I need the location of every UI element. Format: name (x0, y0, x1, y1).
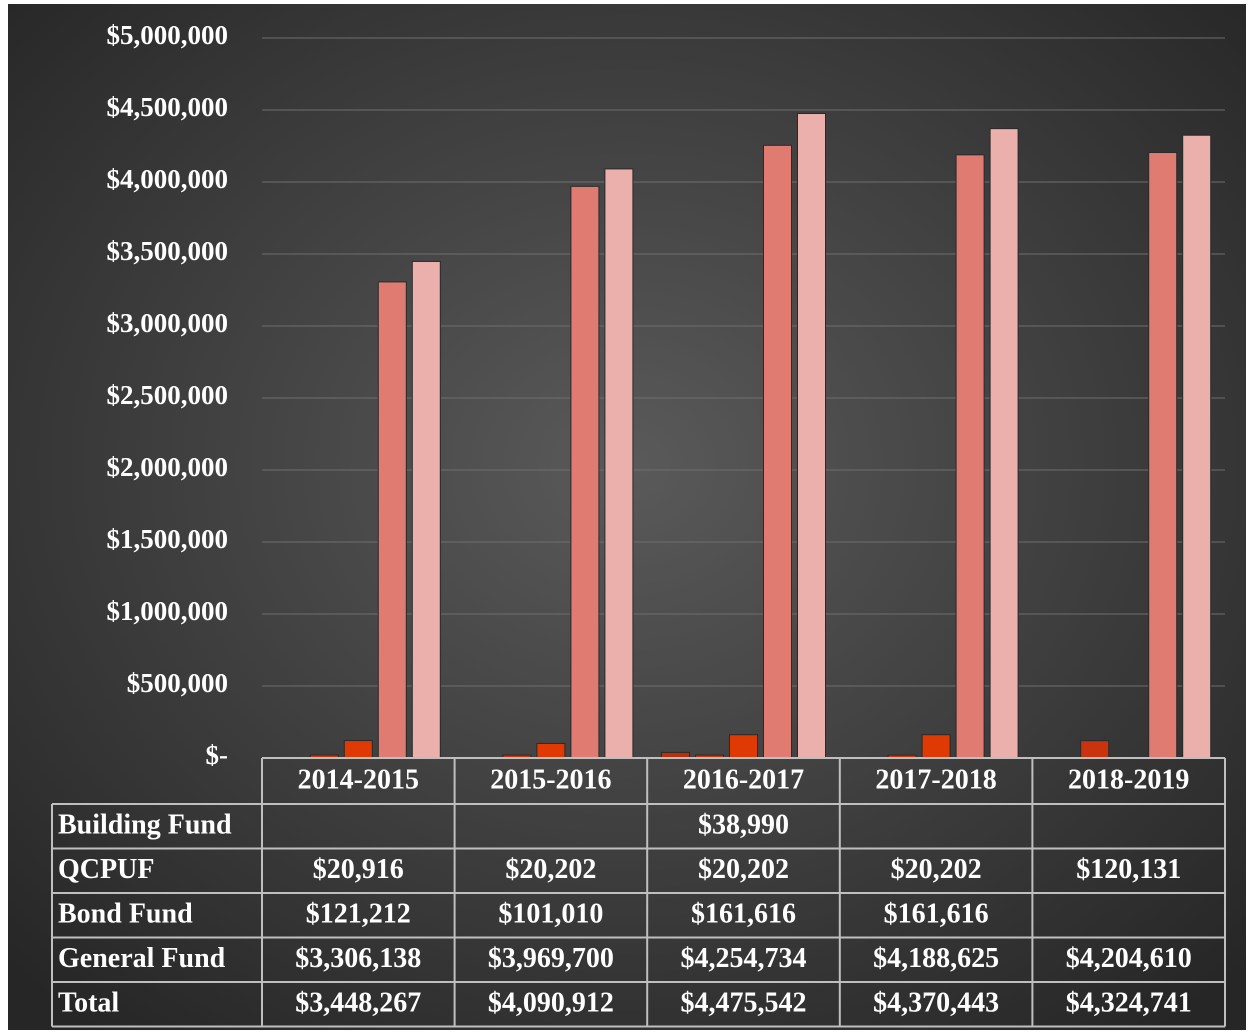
y-tick-label: $- (206, 740, 229, 770)
table-value: $101,010 (498, 899, 603, 930)
table-value: $120,131 (1076, 854, 1181, 885)
table-value: $20,202 (698, 854, 789, 885)
bar (1148, 152, 1178, 759)
y-tick-label: $3,000,000 (107, 308, 229, 338)
bar (921, 734, 951, 759)
table-value: $4,475,542 (681, 988, 807, 1019)
table-value: $3,306,138 (295, 943, 421, 974)
bar (377, 281, 407, 759)
y-tick-label: $3,500,000 (107, 236, 229, 266)
x-tick-label: 2016-2017 (683, 764, 804, 795)
y-tick-label: $2,000,000 (107, 452, 229, 482)
x-tick-label: 2018-2019 (1068, 764, 1189, 795)
y-tick-label: $1,000,000 (107, 596, 229, 626)
legend-label: General Fund (58, 943, 226, 974)
table-value: $161,616 (691, 899, 796, 930)
bar (604, 168, 634, 759)
bar (797, 113, 826, 759)
bar (1182, 134, 1212, 759)
bar (570, 185, 600, 759)
table-value: $4,254,734 (681, 943, 807, 974)
y-tick-label: $4,000,000 (107, 164, 229, 194)
legend-label: Bond Fund (58, 899, 193, 930)
table-value: $20,202 (891, 854, 982, 885)
x-tick-label: 2014-2015 (298, 764, 419, 795)
legend-label: Total (58, 988, 119, 1019)
table-value: $20,202 (505, 854, 596, 885)
legend-label: Building Fund (58, 810, 232, 841)
table-value: $4,370,443 (873, 988, 999, 1019)
table-value: $4,204,610 (1066, 943, 1192, 974)
bar (536, 742, 566, 759)
table-value: $121,212 (306, 899, 411, 930)
y-tick-label: $5,000,000 (107, 20, 229, 50)
table-value: $161,616 (884, 899, 989, 930)
x-tick-label: 2017-2018 (875, 764, 996, 795)
bar (763, 144, 792, 759)
y-tick-label: $4,500,000 (107, 92, 229, 122)
table-value: $20,916 (313, 854, 404, 885)
y-tick-label: $2,500,000 (107, 380, 229, 410)
table-value: $4,090,912 (488, 988, 614, 1019)
bar (955, 154, 985, 759)
table-value: $38,990 (698, 810, 789, 841)
table-value: $4,324,741 (1066, 988, 1192, 1019)
table-value: $3,448,267 (295, 988, 421, 1019)
legend-label: QCPUF (58, 854, 154, 885)
x-tick-label: 2015-2016 (490, 764, 611, 795)
bar (729, 734, 758, 759)
y-tick-label: $1,500,000 (107, 524, 229, 554)
bar (989, 128, 1019, 759)
bar (411, 260, 441, 759)
bar (1080, 740, 1110, 759)
table-value: $4,188,625 (873, 943, 999, 974)
y-tick-label: $500,000 (127, 668, 228, 698)
bar (343, 740, 373, 759)
table-value: $3,969,700 (488, 943, 614, 974)
